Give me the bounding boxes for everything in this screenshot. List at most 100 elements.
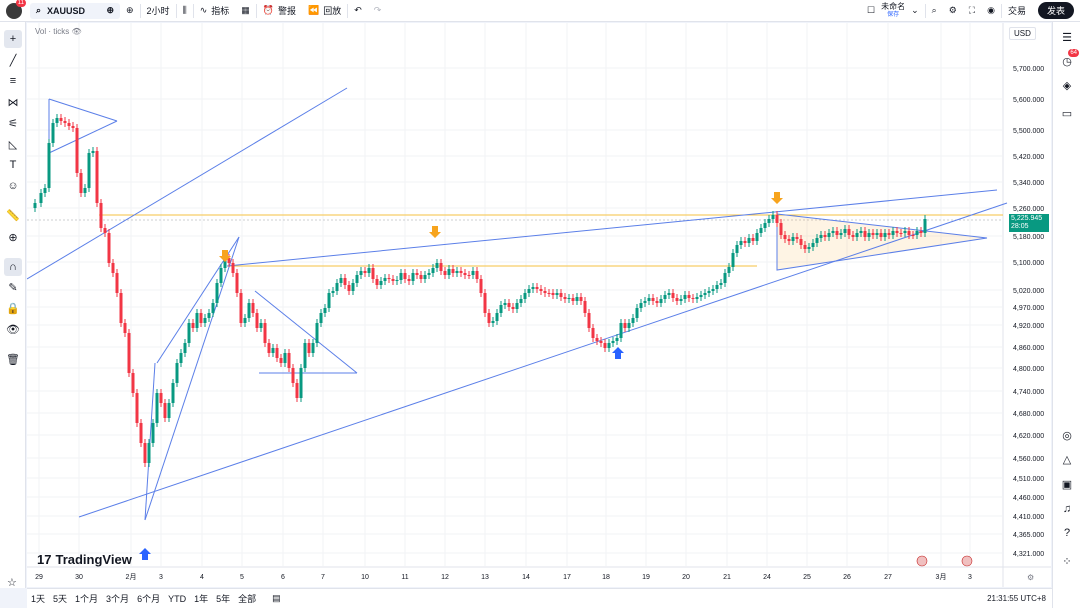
time-tick-label: 3月	[936, 573, 947, 581]
text-tool-icon[interactable]: T	[9, 159, 17, 171]
settings-button[interactable]: ⚙	[943, 0, 963, 22]
emoji-tool-icon[interactable]: ☺	[7, 180, 19, 192]
price-tick-label: 5,600.000	[1013, 97, 1044, 104]
snapshot-button[interactable]: ◉	[981, 0, 1001, 22]
candle-body	[143, 443, 147, 463]
eye-icon[interactable]: 👁	[71, 27, 82, 36]
candle-body	[215, 283, 219, 303]
watchlist-icon[interactable]: ☰	[1062, 31, 1072, 44]
clock[interactable]: 21:31:55 UTC+8	[987, 594, 1046, 603]
alert-button[interactable]: ⏰ 警报	[257, 0, 302, 22]
candle-body	[475, 271, 479, 279]
candle-body	[815, 238, 819, 243]
bell-icon[interactable]: ♫	[1062, 503, 1072, 515]
candle-body	[251, 303, 255, 313]
user-avatar[interactable]: 11	[6, 0, 26, 19]
candle-body	[99, 203, 103, 228]
layout-toggle-button[interactable]: ☐	[861, 0, 881, 22]
candle-body	[411, 273, 415, 281]
candle-body	[167, 403, 171, 418]
quick-search-button[interactable]: ⌕	[926, 0, 943, 22]
apps-icon[interactable]: ⁘	[1062, 555, 1072, 568]
last-price: 5,225.945	[1011, 215, 1043, 222]
layout-grid-button[interactable]: ▦	[235, 0, 256, 22]
add-symbol-button[interactable]: ⊕	[120, 0, 140, 22]
tf-ytd[interactable]: YTD	[168, 593, 187, 604]
tf-3m[interactable]: 3个月	[106, 594, 130, 604]
star-icon[interactable]: ☆	[7, 577, 17, 589]
candle-body	[275, 348, 279, 358]
candle-body	[391, 279, 395, 281]
redo-button[interactable]: ↷	[368, 0, 388, 22]
candle-body	[719, 283, 723, 285]
tf-6m[interactable]: 6个月	[137, 594, 161, 604]
trendline-tool-icon[interactable]: ╱	[9, 54, 17, 67]
alerts-clock-icon[interactable]: ◷ 64	[1062, 49, 1079, 68]
chart-type-button[interactable]: ⫼	[177, 0, 193, 22]
fullscreen-button[interactable]: ⛶	[963, 0, 981, 22]
crosshair-tool-icon[interactable]: +	[4, 30, 22, 48]
candle-body	[243, 318, 247, 323]
candle-body	[83, 188, 87, 193]
tf-5d[interactable]: 5天	[53, 594, 68, 604]
tf-1d[interactable]: 1天	[31, 594, 46, 604]
candle-body	[295, 383, 299, 398]
lock-drawing-icon[interactable]: ✎	[8, 281, 18, 294]
candle-body	[819, 235, 823, 238]
target-icon[interactable]: ◎	[1062, 429, 1072, 442]
magnet-icon[interactable]: ∩	[4, 258, 22, 276]
lock-icon[interactable]: 🔒	[6, 302, 20, 315]
eye-icon[interactable]: 👁	[6, 323, 20, 336]
indicators-button[interactable]: ∿ 指标	[194, 0, 236, 22]
layout-name[interactable]: 未命名 保存	[881, 2, 905, 20]
undo-button[interactable]: ↶	[348, 0, 368, 22]
symbol-search[interactable]: ⌕ XAUUSD ⊕	[30, 2, 120, 19]
time-tick-label: 6	[281, 574, 285, 581]
calendar-icon[interactable]: ▣	[1061, 478, 1073, 491]
chart-canvas[interactable]: 5,700.000 5,600.000 5,500.000 5,420.000 5,34…	[27, 23, 1051, 587]
help-icon[interactable]: ?	[1063, 527, 1071, 539]
projection-tool-icon[interactable]: ⚟	[8, 117, 18, 130]
candle-body	[399, 273, 403, 280]
compare-icon[interactable]: ⊕	[106, 5, 114, 15]
chat-icon[interactable]: ▭	[1061, 107, 1073, 120]
layers-icon[interactable]: ◈	[1062, 79, 1072, 92]
candle-body	[603, 343, 607, 348]
candle-body	[551, 293, 555, 295]
candle-body	[807, 247, 811, 249]
date-range-icon[interactable]: ▤	[272, 593, 281, 603]
pattern-tool-icon[interactable]: ⋈	[7, 96, 19, 109]
ruler-tool-icon[interactable]: 📏	[6, 209, 20, 222]
tf-all[interactable]: 全部	[238, 594, 257, 604]
candle-body	[231, 263, 235, 273]
candle-body	[239, 293, 243, 323]
trash-icon[interactable]: 🗑	[6, 353, 20, 366]
tf-1m[interactable]: 1个月	[75, 594, 99, 604]
interval-button[interactable]: 2小时	[146, 6, 170, 16]
currency-selector[interactable]: USD	[1009, 27, 1036, 40]
replay-button[interactable]: ⏪ 回放	[302, 0, 347, 22]
candle-body	[367, 268, 371, 273]
candle-body	[179, 353, 183, 363]
layout-menu-button[interactable]: ⌄	[905, 0, 925, 22]
candle-body	[135, 393, 139, 423]
alert-label: 警报	[278, 6, 297, 16]
time-tick-label: 3	[159, 574, 163, 581]
candle-body	[235, 273, 239, 293]
tf-1y[interactable]: 1年	[194, 594, 209, 604]
candle-body	[587, 313, 591, 328]
pattern-icon[interactable]: △	[1062, 453, 1072, 466]
price-tick-label: 4,680.000	[1013, 411, 1044, 418]
candle-body	[467, 275, 471, 276]
candle-body	[527, 289, 531, 293]
publish-button[interactable]: 发表	[1037, 2, 1074, 19]
trade-button[interactable]: 交易	[1007, 6, 1026, 16]
candle-body	[103, 228, 107, 233]
brush-tool-icon[interactable]: ◺	[8, 138, 18, 151]
candle-body	[519, 299, 523, 303]
zoom-in-icon[interactable]: ⊕	[8, 231, 18, 244]
tf-5y[interactable]: 5年	[216, 594, 231, 604]
fib-tool-icon[interactable]: ≡	[9, 75, 17, 87]
candle-body	[51, 123, 55, 143]
chart-pane[interactable]: 5,700.000 5,600.000 5,500.000 5,420.000 5,34…	[27, 23, 1051, 587]
